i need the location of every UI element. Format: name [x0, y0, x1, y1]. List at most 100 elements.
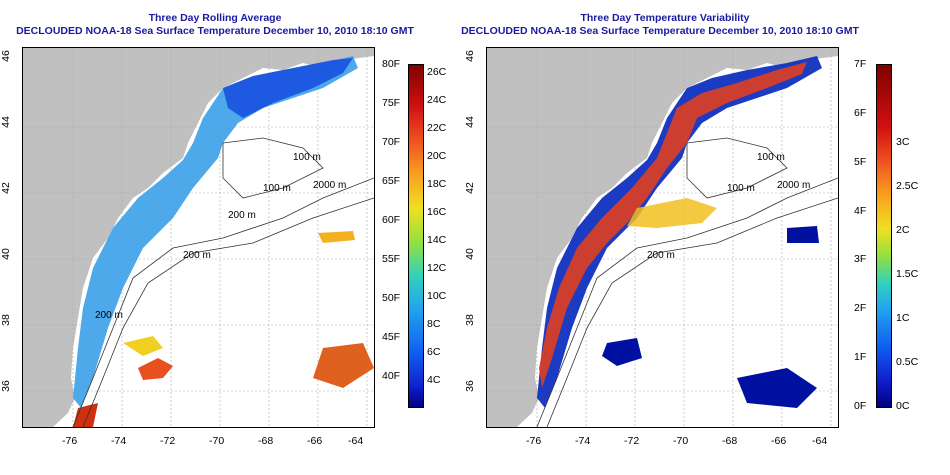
left-colorbar-f-label-1: 75F [382, 97, 401, 109]
right-colorbar-f-label-1: 6F [854, 106, 867, 119]
right-colorbar-f-label-3: 4F [854, 204, 867, 217]
left-ytick-44: 44 [0, 116, 12, 128]
right-xtick-74: -74 [575, 435, 591, 447]
right-contour-label-3: 2000 m [777, 180, 810, 191]
left-ytick-36: 36 [0, 380, 12, 392]
left-colorbar-f-label-4: 60F [382, 214, 401, 226]
right-ytick-44: 44 [463, 116, 476, 128]
left-sst-coldnorth [223, 58, 353, 118]
right-colorbar-f-label-5: 2F [854, 302, 867, 315]
left-colorbar-c-label-9: 8C [427, 318, 441, 330]
right-var-patch3 [787, 226, 819, 243]
right-xtick-70: -70 [673, 435, 689, 447]
right-colorbar-c-label-3: 1.5C [896, 268, 919, 280]
left-colorbar [408, 64, 424, 408]
left-contour-label-5: 200 m [228, 210, 256, 221]
left-colorbar-c-label-11: 4C [427, 374, 441, 386]
right-xtick-76: -76 [526, 435, 542, 447]
right-colorbar-c-label-4: 1C [896, 312, 910, 324]
left-colorbar-f-label-8: 40F [382, 370, 401, 382]
right-colorbar-c-label-6: 0C [896, 400, 910, 412]
right-var-mid [627, 198, 717, 228]
left-ytick-40: 40 [0, 248, 12, 260]
left-xtick-66: -66 [307, 435, 323, 447]
right-colorbar-f-label-6: 1F [854, 351, 867, 364]
right-colorbar-c-label-1: 2.5C [896, 180, 919, 192]
left-sst-warm5 [318, 231, 355, 243]
right-xtick-66: -66 [771, 435, 787, 447]
left-colorbar-c-label-3: 20C [427, 150, 447, 162]
right-title-line2: DECLOUDED NOAA-18 Sea Surface Temperatur… [461, 25, 859, 37]
left-xtick-76: -76 [62, 435, 78, 447]
right-ytick-38: 38 [463, 314, 476, 326]
left-sst-warm3 [73, 403, 98, 427]
left-ytick-46: 46 [0, 50, 12, 62]
right-ytick-36: 36 [463, 380, 476, 392]
right-colorbar-f-label-4: 3F [854, 253, 867, 266]
left-xtick-72: -72 [160, 435, 176, 447]
right-colorbar-f-label-7: 0F [854, 400, 867, 412]
left-xtick-74: -74 [111, 435, 127, 447]
left-colorbar-c-label-8: 10C [427, 290, 447, 302]
right-contour-label-4: 200 m [647, 250, 675, 261]
left-colorbar-f-label-7: 45F [382, 331, 401, 343]
left-colorbar-c-label-6: 14C [427, 234, 447, 246]
left-title-line2: DECLOUDED NOAA-18 Sea Surface Temperatur… [16, 25, 414, 37]
left-colorbar-c-label-5: 16C [427, 206, 447, 218]
left-title-line1: Three Day Rolling Average [148, 12, 282, 24]
left-colorbar-c-label-10: 6C [427, 346, 441, 358]
left-contour-labels: 100 m 100 m 2000 m 200 m 200 m 200 m [95, 152, 346, 321]
right-title-line1: Three Day Temperature Variability [580, 12, 750, 24]
right-contour-label-1: 100 m [757, 152, 785, 163]
left-sst-warm1 [138, 358, 173, 380]
right-colorbar-c-label-2: 2C [896, 224, 910, 236]
left-colorbar-f-label-6: 50F [382, 292, 401, 304]
left-contour-label-3: 2000 m [313, 180, 346, 191]
left-colorbar-f-label-5: 55F [382, 253, 401, 265]
left-contour-label-6: 200 m [95, 310, 123, 321]
left-colorbar-c-label-0: 26C [427, 66, 447, 78]
left-contour-label-2: 100 m [263, 183, 291, 194]
left-colorbar-f-label-3: 65F [382, 175, 401, 187]
left-ytick-38: 38 [0, 314, 12, 326]
left-map: 100 m 100 m 2000 m 200 m 200 m 200 m [22, 47, 375, 428]
left-sst-shelf [73, 56, 358, 408]
right-colorbar-f-label-2: 5F [854, 155, 867, 168]
right-colorbar-f-label-0: 7F [854, 58, 867, 70]
left-contour-label-4: 200 m [183, 250, 211, 261]
left-colorbar-f-label-0: 80F [382, 58, 401, 70]
left-xtick-64: -64 [348, 435, 364, 447]
left-xtick-70: -70 [209, 435, 225, 447]
left-contours [72, 137, 374, 427]
left-sst-warm2 [123, 336, 163, 356]
right-contour-label-2: 100 m [727, 183, 755, 194]
right-var-patch2 [737, 368, 817, 408]
right-xtick-64: -64 [812, 435, 828, 447]
left-colorbar-f-label-2: 70F [382, 136, 401, 148]
left-sst-warm4 [313, 343, 374, 388]
right-ytick-40: 40 [463, 248, 476, 260]
right-contour-labels: 100 m 100 m 2000 m 200 m [647, 152, 810, 261]
left-contour-label-1: 100 m [293, 152, 321, 163]
right-colorbar [876, 64, 892, 408]
right-contours [536, 137, 838, 427]
right-colorbar-c-label-0: 3C [896, 136, 910, 148]
right-var-high [539, 62, 807, 388]
right-xtick-72: -72 [624, 435, 640, 447]
right-ytick-42: 42 [463, 182, 476, 194]
right-ytick-46: 46 [463, 50, 476, 62]
left-colorbar-c-label-2: 22C [427, 122, 447, 134]
right-map: 100 m 100 m 2000 m 200 m [486, 47, 839, 428]
left-colorbar-c-label-1: 24C [427, 94, 447, 106]
right-land [487, 48, 838, 427]
right-map-canvas: 100 m 100 m 2000 m 200 m [487, 48, 838, 427]
left-xtick-68: -68 [258, 435, 274, 447]
right-colorbar-c-label-5: 0.5C [896, 356, 919, 368]
left-colorbar-c-label-7: 12C [427, 262, 447, 274]
left-map-canvas: 100 m 100 m 2000 m 200 m 200 m 200 m [23, 48, 374, 427]
left-ytick-42: 42 [0, 182, 12, 194]
right-xtick-68: -68 [722, 435, 738, 447]
left-land [23, 48, 374, 427]
left-colorbar-c-label-4: 18C [427, 178, 447, 190]
right-var-patch1 [602, 338, 642, 366]
